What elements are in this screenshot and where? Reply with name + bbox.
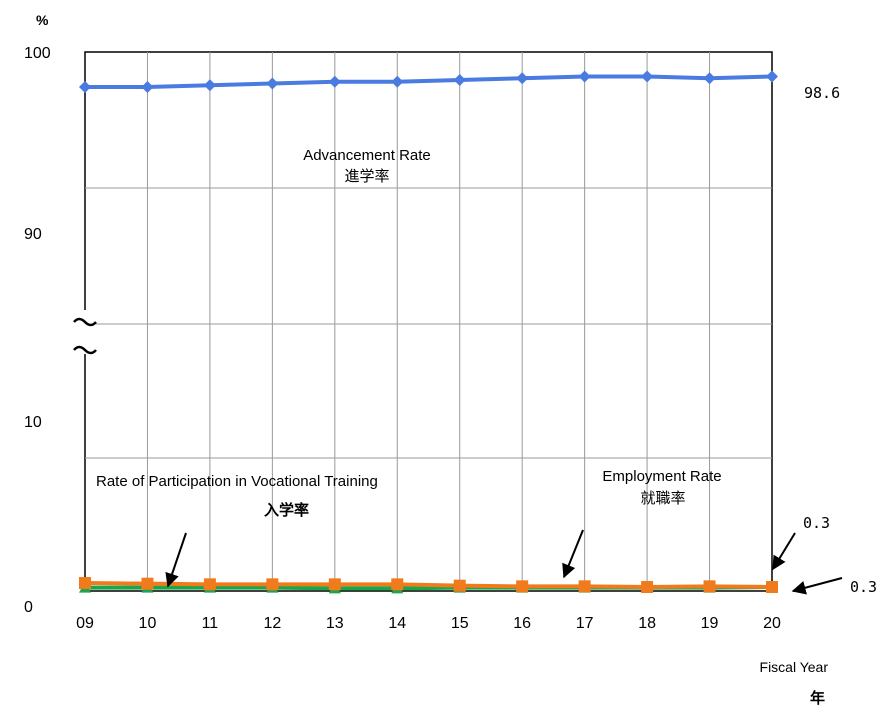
x-tick-label: 12 bbox=[263, 615, 281, 632]
x-tick-label: 13 bbox=[326, 615, 344, 632]
series-vocational bbox=[79, 577, 778, 594]
x-tick-label: 18 bbox=[638, 615, 656, 632]
series-label-vocational-ja: 入学率 bbox=[264, 501, 309, 519]
data-point-vocational bbox=[516, 580, 529, 593]
data-point-vocational bbox=[391, 578, 404, 591]
y-tick-label: 10 bbox=[24, 414, 42, 431]
data-point-advancement bbox=[203, 79, 216, 92]
data-point-advancement bbox=[766, 70, 778, 83]
y-tick-label: 0 bbox=[24, 599, 33, 616]
end-value-vocational: 0.3 bbox=[803, 514, 830, 532]
end-value-advancement: 98.6 bbox=[804, 84, 840, 102]
data-point-advancement bbox=[641, 70, 654, 83]
y-axis: 100 90 10 0 bbox=[24, 45, 51, 616]
x-axis-title-en: Fiscal Year bbox=[760, 659, 829, 675]
data-point-advancement bbox=[141, 81, 154, 93]
x-tick-label: 16 bbox=[513, 615, 531, 632]
x-tick-label: 19 bbox=[701, 615, 719, 632]
data-point-advancement bbox=[453, 74, 466, 86]
x-tick-label: 14 bbox=[388, 615, 406, 632]
data-point-vocational bbox=[328, 578, 341, 591]
x-tick-label: 20 bbox=[763, 615, 781, 632]
x-tick-label: 11 bbox=[202, 615, 219, 632]
data-point-advancement bbox=[79, 81, 91, 93]
data-point-advancement bbox=[516, 72, 529, 85]
data-point-vocational bbox=[453, 579, 466, 592]
data-point-vocational bbox=[766, 581, 778, 594]
series-line-advancement bbox=[85, 74, 773, 89]
series-label-employment-ja: 就職率 bbox=[640, 490, 685, 507]
data-point-vocational bbox=[141, 577, 154, 590]
data-point-vocational bbox=[203, 578, 216, 591]
grid bbox=[85, 52, 772, 591]
arrow-icon bbox=[791, 577, 843, 595]
x-axis: 09 10 11 12 13 14 15 16 17 18 19 20 bbox=[76, 615, 781, 632]
x-tick-label: 15 bbox=[451, 615, 469, 632]
arrow-icon bbox=[165, 532, 187, 588]
series-label-advancement-en: Advancement Rate bbox=[303, 147, 431, 164]
data-point-vocational bbox=[266, 578, 279, 591]
data-point-advancement bbox=[328, 75, 341, 88]
data-point-vocational bbox=[641, 581, 654, 594]
data-point-vocational bbox=[578, 580, 591, 593]
y-tick-label: 90 bbox=[24, 226, 42, 243]
unit-label: % bbox=[36, 12, 49, 28]
series-label-employment-en: Employment Rate bbox=[602, 468, 721, 485]
data-point-advancement bbox=[703, 72, 716, 85]
series-line-vocational bbox=[84, 581, 773, 590]
data-point-advancement bbox=[391, 75, 404, 88]
series-label-vocational-en: Rate of Participation in Vocational Trai… bbox=[96, 473, 378, 490]
plot-area bbox=[84, 51, 773, 592]
data-point-vocational bbox=[79, 577, 91, 590]
arrow-icon bbox=[772, 532, 796, 571]
series-advancement bbox=[79, 70, 778, 93]
x-tick-label: 10 bbox=[139, 615, 157, 632]
x-tick-label: 09 bbox=[76, 615, 94, 632]
x-tick-label: 17 bbox=[576, 615, 594, 632]
data-point-advancement bbox=[266, 77, 279, 90]
axis-break-icon bbox=[73, 310, 97, 355]
series-label-advancement-ja: 進学率 bbox=[344, 168, 389, 185]
y-tick-label: 100 bbox=[24, 45, 51, 62]
data-point-advancement bbox=[578, 70, 591, 83]
arrow-icon bbox=[562, 529, 584, 579]
end-value-employment: 0.3 bbox=[850, 578, 877, 596]
data-point-vocational bbox=[703, 580, 716, 593]
series-layer bbox=[79, 70, 778, 594]
x-axis-title-ja: 年 bbox=[810, 689, 825, 707]
